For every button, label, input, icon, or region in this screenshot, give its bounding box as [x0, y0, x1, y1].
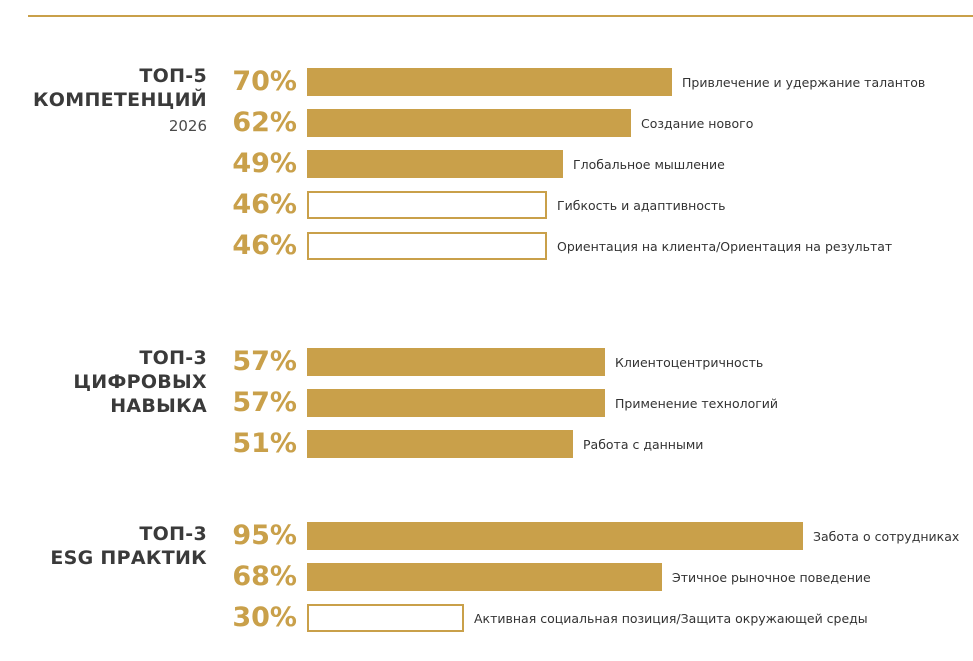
bar	[307, 348, 605, 376]
group-title-line: ЦИФРОВЫХ	[73, 371, 207, 393]
bar-value-label: 46%	[232, 230, 297, 261]
group-subtitle-year: 2026	[168, 117, 207, 135]
bar-category-label: Этичное рыночное поведение	[672, 570, 871, 585]
bar-category-label: Забота о сотрудниках	[813, 529, 960, 544]
bar	[307, 68, 672, 96]
bar-value-label: 70%	[232, 66, 297, 97]
bar-value-label: 95%	[232, 520, 297, 551]
bar	[307, 604, 464, 632]
bar	[307, 109, 631, 137]
bar	[307, 150, 563, 178]
bar	[307, 191, 547, 219]
bar-category-label: Ориентация на клиента/Ориентация на резу…	[557, 239, 893, 254]
bar-value-label: 68%	[232, 561, 297, 592]
group-title-line: ТОП-3	[139, 347, 207, 369]
bar-value-label: 51%	[232, 428, 297, 459]
bar	[307, 563, 662, 591]
group-title-competencies: ТОП-5 КОМПЕТЕНЦИЙ	[33, 64, 207, 112]
top-divider	[28, 15, 973, 17]
group-title-line: ESG ПРАКТИК	[50, 547, 207, 569]
bar-category-label: Гибкость и адаптивность	[557, 198, 726, 213]
group-title-line: ТОП-5	[139, 65, 207, 87]
bar	[307, 430, 573, 458]
bar	[307, 389, 605, 417]
group-title-line: КОМПЕТЕНЦИЙ	[32, 89, 207, 111]
bar-category-label: Клиентоцентричность	[615, 355, 764, 370]
bar-category-label: Работа с данными	[583, 437, 704, 452]
bar-category-label: Глобальное мышление	[573, 157, 725, 172]
bar-category-label: Применение технологий	[615, 396, 779, 411]
bar-category-label: Активная социальная позиция/Защита окруж…	[474, 611, 868, 626]
bar	[307, 232, 547, 260]
bar-value-label: 57%	[232, 346, 297, 377]
group-title-line: НАВЫКА	[110, 395, 207, 417]
bar-value-label: 30%	[232, 602, 297, 633]
group-title-line: ТОП-3	[139, 523, 207, 545]
group-title-digital-skills: ТОП-3 ЦИФРОВЫХ НАВЫКА	[73, 346, 207, 418]
bar-value-label: 62%	[232, 107, 297, 138]
bar-value-label: 57%	[232, 387, 297, 418]
bar	[307, 522, 803, 550]
bar-category-label: Создание нового	[641, 116, 754, 131]
bar-category-label: Привлечение и удержание талантов	[682, 75, 926, 90]
bar-value-label: 46%	[232, 189, 297, 220]
bar-value-label: 49%	[232, 148, 297, 179]
group-title-esg-practices: ТОП-3 ESG ПРАКТИК	[50, 522, 207, 570]
